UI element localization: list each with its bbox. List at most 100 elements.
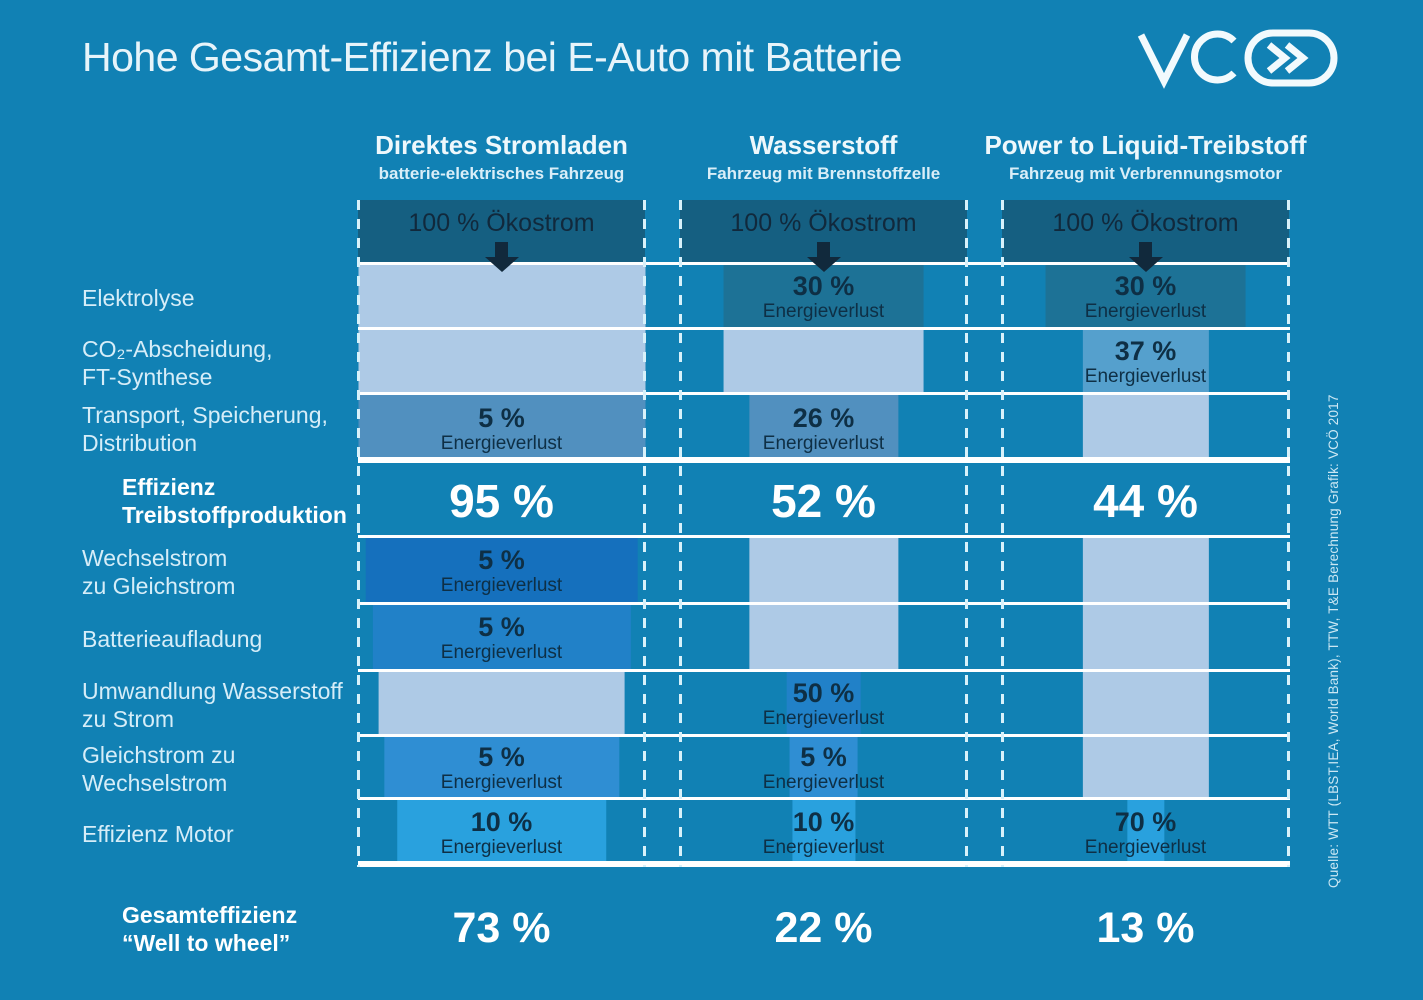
cell-wasserstoff-wechselstrom-zu-gleichstrom [680, 538, 967, 605]
row-label-line: Wechselstrom [82, 769, 228, 796]
pass-through-bar [748, 605, 899, 672]
row-separator [358, 535, 1290, 538]
oekostrom-input-label: 100 % Ökostrom [1002, 200, 1289, 265]
loss-annotation: 30 % Energieverlust [680, 265, 967, 330]
row-label-line: Effizienz [122, 473, 216, 500]
loss-label: Energieverlust [762, 837, 885, 858]
column-dashed-border [643, 200, 646, 867]
row-separator [358, 734, 1290, 737]
row-label-gleichstrom-zu-wechselstrom: Gleichstrom zu Wechselstrom [82, 737, 344, 800]
cell-wasserstoff-gleichstrom-zu-wechselstrom: 5 % Energieverlust [680, 737, 967, 800]
loss-percent: 70 % [1114, 807, 1177, 837]
cell-wasserstoff-batterieaufladung [680, 605, 967, 672]
energy-funnel-chart: 100 % Ökostrom 100 % Ökostrom 100 % Ökostr… [357, 200, 1290, 990]
cell-power-to-liquid-treibstoff-umwandlung-wasserstoff-zu-strom [1002, 672, 1289, 737]
pass-through-bar [1082, 395, 1209, 463]
loss-percent: 5 % [478, 545, 525, 575]
loss-label: Energieverlust [1084, 301, 1207, 322]
arrow-stem [1139, 242, 1152, 257]
arrow-down-icon [806, 242, 841, 272]
loss-bar [365, 538, 638, 605]
loss-percent: 5 % [478, 742, 525, 772]
vcoe-logo-graphic [1137, 29, 1338, 89]
loss-annotation: 30 % Energieverlust [1002, 265, 1289, 330]
chart-row-gleichstrom-zu-wechselstrom: 5 % Energieverlust 5 % Energieverlust [358, 737, 1290, 800]
loss-annotation: 5 % Energieverlust [358, 538, 645, 605]
loss-percent: 30 % [792, 271, 855, 301]
cell-power-to-liquid-treibstoff-co2-abscheidung-ft-synthese: 37 % Energieverlust [1002, 330, 1289, 395]
column-subtitle: batterie-elektrisches Fahrzeug [378, 164, 625, 183]
row-separator [358, 327, 1290, 330]
loss-bar [1126, 800, 1165, 867]
pass-through-bar [358, 330, 645, 395]
production-efficiency-text: 44 % [1093, 474, 1198, 527]
loss-percent: 50 % [792, 678, 855, 708]
loss-bar [383, 737, 620, 800]
row-separator [358, 669, 1290, 672]
row-label-line: FT-Synthese [82, 363, 213, 390]
loss-annotation: 37 % Energieverlust [1002, 330, 1289, 395]
loss-percent: 37 % [1114, 336, 1177, 366]
loss-label: Energieverlust [762, 301, 885, 322]
row-label-transport-speicherung-distribution: Transport, Speicherung, Distribution [82, 395, 344, 463]
row-separator [358, 797, 1290, 800]
logo-pill [1244, 29, 1338, 87]
loss-bar [789, 737, 858, 800]
pass-through-bar [1082, 737, 1209, 800]
row-label-line: Batterieaufladung [82, 625, 263, 652]
cell-power-to-liquid-treibstoff-elektrolyse: 30 % Energieverlust [1002, 265, 1289, 330]
loss-percent: 10 % [792, 807, 855, 837]
pass-through-bar [723, 330, 924, 395]
row-label-effizienz-motor: Effizienz Motor [82, 800, 344, 867]
total-efficiency-value: 22 % [680, 867, 967, 990]
logo-chevron-icon [1284, 42, 1309, 74]
row-label-line: “Well to wheel” [122, 929, 291, 956]
chart-row-co2-abscheidung-ft-synthese: 37 % Energieverlust [358, 330, 1290, 395]
row-separator [358, 392, 1290, 395]
cell-direktes-stromladen-total: 73 % [358, 867, 645, 990]
row-label-line: Wechselstrom [82, 544, 228, 571]
page-title: Hohe Gesamt-Effizienz bei E-Auto mit Bat… [82, 34, 902, 80]
pass-through-bar [748, 538, 899, 605]
loss-percent: 5 % [800, 742, 847, 772]
loss-bar [358, 395, 645, 463]
chart-row-effizienz-motor: 10 % Energieverlust 10 % Energieverlust 70 %… [358, 800, 1290, 867]
cell-power-to-liquid-treibstoff-batterieaufladung [1002, 605, 1289, 672]
loss-percent: 26 % [792, 402, 855, 433]
loss-bar [372, 605, 631, 672]
row-label-batterieaufladung: Batterieaufladung [82, 605, 344, 672]
arrow-stem [495, 242, 508, 257]
oekostrom-input-text: 100 % Ökostrom [1052, 209, 1239, 237]
row-separator [358, 861, 1290, 867]
row-label-line: zu Strom [82, 705, 175, 732]
cell-wasserstoff-effizienz-motor: 10 % Energieverlust [680, 800, 967, 867]
cell-direktes-stromladen-wechselstrom-zu-gleichstrom: 5 % Energieverlust [358, 538, 645, 605]
chart-row-umwandlung-wasserstoff-zu-strom: 50 % Energieverlust [358, 672, 1290, 737]
cell-wasserstoff-co2-abscheidung-ft-synthese [680, 330, 967, 395]
row-label-line: Elektrolyse [82, 284, 195, 311]
loss-percent: 5 % [478, 612, 525, 642]
loss-label: Energieverlust [762, 708, 885, 729]
cell-power-to-liquid-treibstoff-gleichstrom-zu-wechselstrom [1002, 737, 1289, 800]
loss-annotation: 5 % Energieverlust [358, 737, 645, 800]
loss-annotation: 5 % Energieverlust [358, 605, 645, 672]
cell-direktes-stromladen-gleichstrom-zu-wechselstrom: 5 % Energieverlust [358, 737, 645, 800]
total-efficiency-value: 73 % [358, 867, 645, 990]
row-label-elektrolyse: Elektrolyse [82, 265, 344, 330]
loss-percent: 10 % [470, 807, 533, 837]
row-label-line: Transport, Speicherung, [82, 402, 328, 428]
cell-direktes-stromladen-umwandlung-wasserstoff-zu-strom [358, 672, 645, 737]
row-label-line: zu Gleichstrom [82, 572, 236, 599]
column-dashed-border [679, 200, 682, 867]
oekostrom-input-label: 100 % Ökostrom [358, 200, 645, 265]
cell-direktes-stromladen-prod: 95 % [358, 463, 645, 538]
arrow-head [484, 257, 519, 272]
loss-annotation: 10 % Energieverlust [680, 800, 967, 867]
loss-label: Energieverlust [440, 772, 563, 793]
loss-percent: 5 % [478, 402, 525, 433]
column-title: Power to Liquid-Treibstoff [984, 130, 1307, 160]
pass-through-bar [1082, 605, 1209, 672]
logo-letter-v [1137, 33, 1191, 89]
source-note: Quelle: WTT (LBST,IEA, World Bank), TTW,… [1326, 394, 1341, 888]
